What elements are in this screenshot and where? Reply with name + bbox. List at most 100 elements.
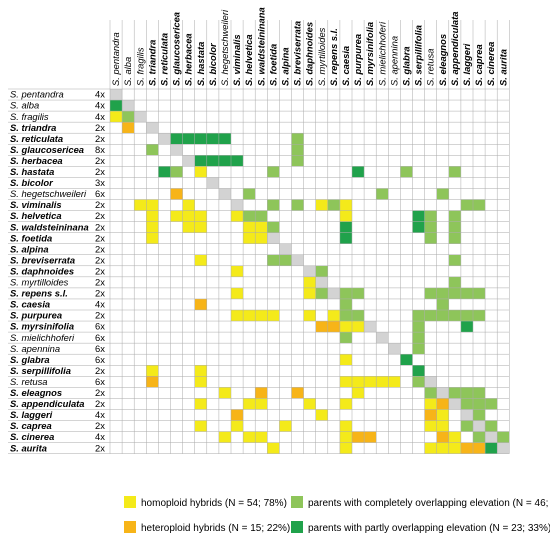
matrix-cell — [182, 199, 195, 211]
row-label: S. appendiculata — [10, 398, 85, 409]
matrix-cell — [291, 144, 304, 156]
matrix-cell — [194, 210, 207, 222]
row-ploidy: 2x — [95, 155, 105, 166]
matrix-cell — [279, 254, 292, 266]
matrix-cell — [194, 365, 207, 377]
matrix-cell — [146, 221, 159, 233]
column-label: S. herbacea — [183, 33, 194, 86]
matrix-cell — [194, 254, 207, 266]
column-label: S. bicolor — [207, 42, 218, 86]
matrix-cell — [400, 166, 413, 178]
row-ploidy: 2x — [95, 254, 105, 265]
matrix-cell — [424, 232, 437, 244]
column-label: S. reticulata — [159, 33, 170, 86]
matrix-cell — [303, 310, 316, 322]
matrix-cell — [424, 409, 437, 421]
matrix-cell — [448, 166, 461, 178]
matrix-cell — [460, 387, 473, 399]
matrix-cell — [231, 210, 244, 222]
matrix-cell — [339, 232, 352, 244]
matrix-cell — [194, 298, 207, 310]
matrix-cell — [424, 287, 437, 299]
matrix-cell — [206, 133, 219, 145]
matrix-cell — [352, 321, 365, 333]
matrix-cell — [448, 310, 461, 322]
matrix-cell — [364, 431, 377, 443]
matrix-cell — [279, 420, 292, 432]
row-label: S. eleagnos — [10, 387, 62, 398]
matrix-cell — [436, 287, 449, 299]
matrix-cell — [424, 398, 437, 410]
matrix-cell — [339, 199, 352, 211]
column-label: S. triandra — [146, 40, 157, 86]
column-label: S. hastata — [195, 42, 206, 86]
matrix-cell — [473, 199, 486, 211]
column-label: S. myrtilloides — [316, 27, 327, 86]
row-label: S. daphnoides — [10, 265, 74, 276]
matrix-cell — [485, 442, 498, 454]
matrix-cell — [303, 287, 316, 299]
column-label: S. mielichhoferi — [376, 21, 387, 86]
matrix-cell — [243, 310, 256, 322]
matrix-cell — [473, 398, 486, 410]
row-ploidy: 2x — [95, 265, 105, 276]
diagonal-cell — [448, 398, 461, 410]
row-label: S. reticulata — [10, 133, 63, 144]
diagonal-cell — [279, 243, 292, 255]
matrix-cell — [376, 188, 389, 200]
row-ploidy: 6x — [95, 376, 105, 387]
matrix-cell — [303, 276, 316, 288]
row-label: S. myrsinifolia — [10, 321, 74, 332]
matrix-cell — [339, 321, 352, 333]
matrix-cell — [460, 310, 473, 322]
matrix-cell — [460, 199, 473, 211]
matrix-cell — [218, 431, 231, 443]
column-label: S. alba — [122, 57, 133, 86]
column-label: S. fragilis — [134, 47, 145, 86]
row-ploidy: 4x — [95, 409, 105, 420]
matrix-cell — [182, 210, 195, 222]
matrix-cell — [170, 188, 183, 200]
matrix-cell — [424, 310, 437, 322]
matrix-cell — [267, 221, 280, 233]
matrix-cell — [424, 442, 437, 454]
matrix-cell — [110, 111, 123, 123]
row-label: S. helvetica — [10, 210, 62, 221]
legend-label-partial: parents with partly overlapping elevatio… — [308, 523, 550, 534]
matrix-cell — [146, 199, 159, 211]
matrix-cell — [436, 431, 449, 443]
matrix-cell — [182, 133, 195, 145]
matrix-cell — [218, 155, 231, 167]
diagonal-cell — [182, 155, 195, 167]
row-ploidy: 4x — [95, 100, 105, 111]
matrix-cell — [339, 420, 352, 432]
matrix-cell — [436, 298, 449, 310]
matrix-cell — [291, 133, 304, 145]
matrix-cell — [122, 122, 135, 134]
matrix-cell — [255, 310, 268, 322]
matrix-cell — [327, 321, 340, 333]
row-ploidy: 2x — [95, 387, 105, 398]
matrix-cell — [315, 265, 328, 277]
matrix-cell — [376, 376, 389, 388]
matrix-cell — [315, 321, 328, 333]
row-label: S. caesia — [10, 299, 50, 310]
matrix-cell — [339, 298, 352, 310]
diagonal-cell — [303, 265, 316, 277]
row-ploidy: 2x — [95, 210, 105, 221]
diagonal-cell — [218, 188, 231, 200]
diagonal-cell — [158, 133, 171, 145]
matrix-cell — [436, 310, 449, 322]
row-ploidy: 2x — [95, 420, 105, 431]
legend-label-homoploid: homoploid hybrids (N = 54; 78%) — [141, 498, 287, 509]
row-ploidy: 4x — [95, 431, 105, 442]
row-label: S. myrtilloides — [10, 277, 69, 288]
matrix-cell — [436, 409, 449, 421]
diagonal-cell — [122, 100, 135, 112]
matrix-cell — [267, 310, 280, 322]
matrix-cell — [315, 409, 328, 421]
matrix-cell — [436, 188, 449, 200]
row-ploidy: 2x — [95, 133, 105, 144]
column-label: S. serpillifolia — [413, 25, 424, 86]
